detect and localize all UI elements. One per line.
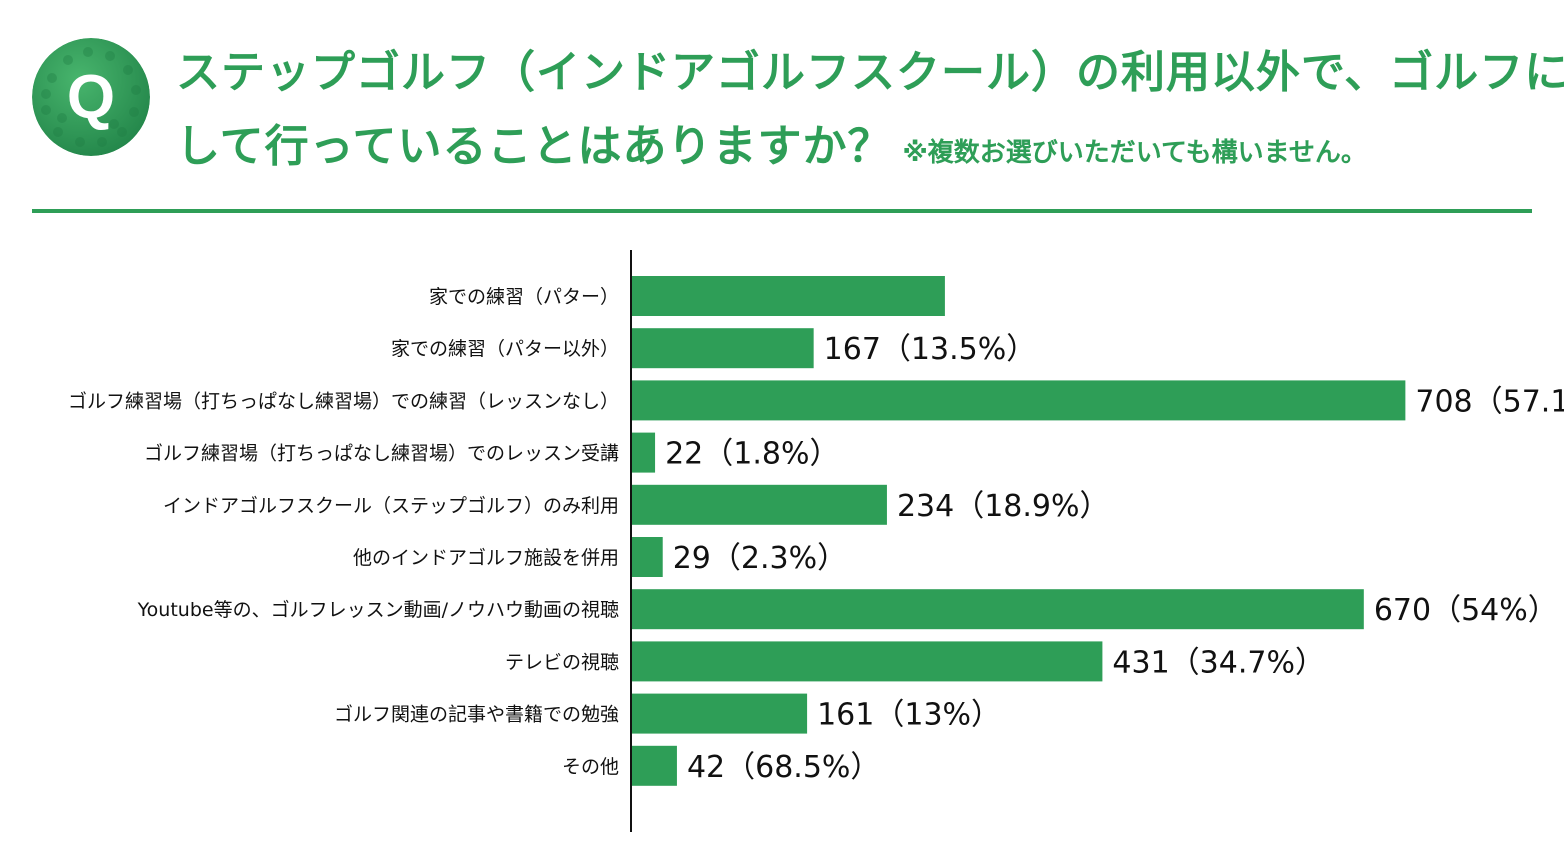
value-label-2: 167（13.5%） [824, 332, 1037, 367]
bar-10 [631, 745, 677, 786]
bar-9 [631, 693, 808, 734]
value-label-6: 29（2.3%） [673, 541, 847, 576]
category-labels-group: 家での練習（パター） 家での練習（パター以外） ゴルフ練習場（打ちっぱなし練習場）で… [68, 286, 619, 778]
bar-3 [631, 380, 1406, 421]
header-divider [32, 209, 1532, 213]
bar-8 [631, 641, 1103, 682]
question-title-line2: して行っていることはありますか？ [176, 121, 893, 172]
golf-ball-icon: Q [32, 38, 150, 156]
category-label-1: 家での練習（パター） [429, 286, 619, 308]
bar-5 [631, 484, 887, 525]
category-label-8: テレビの視聴 [505, 651, 619, 673]
bar-4 [631, 432, 656, 473]
category-label-2: 家での練習（パター以外） [391, 338, 619, 360]
question-title-line2-row: して行っていることはありますか？ ※複数お選びいただいても構いません。 [176, 110, 1367, 174]
badge-letter: Q [67, 63, 115, 132]
value-label-3: 708（57.1%） [1415, 384, 1564, 419]
category-label-4: ゴルフ練習場（打ちっぱなし練習場）でのレッスン受講 [144, 443, 619, 465]
category-label-7: Youtube等の、ゴルフレッスン動画/ノウハウ動画の視聴 [137, 599, 619, 621]
question-title-line1: ステップゴルフ（インドアゴルフスクール）の利用以外で、ゴルフに関 [176, 47, 1564, 98]
bar-2 [631, 328, 814, 369]
bar-7 [631, 589, 1364, 630]
value-label-7: 670（54%） [1374, 593, 1558, 628]
question-header: Q ステップゴルフ（インドアゴルフスクール）の利用以外で、ゴルフに関 して行って… [0, 0, 1564, 220]
category-label-3: ゴルフ練習場（打ちっぱなし練習場）での練習（レッスンなし） [68, 390, 619, 412]
bar-1 [631, 276, 945, 316]
category-label-6: 他のインドアゴルフ施設を併用 [353, 547, 619, 569]
bar-6 [631, 537, 663, 577]
category-label-10: その他 [562, 756, 619, 778]
value-label-4: 22（1.8%） [665, 437, 839, 472]
value-label-8: 431（34.7%） [1112, 645, 1325, 680]
bar-chart: 家での練習（パター） 家での練習（パター以外） ゴルフ練習場（打ちっぱなし練習場）で… [68, 250, 1564, 832]
category-label-5: インドアゴルフスクール（ステップゴルフ）のみ利用 [163, 495, 619, 517]
value-label-9: 161（13%） [817, 698, 1001, 733]
category-label-9: ゴルフ関連の記事や書籍での勉強 [334, 704, 619, 726]
value-label-5: 234（18.9%） [897, 489, 1110, 524]
value-labels-group: 167（13.5%） 708（57.1%） 22（1.8%） 234（18.9%） 29… [665, 332, 1564, 785]
value-label-10: 42（68.5%） [687, 750, 880, 785]
multiple-choice-note: ※複数お選びいただいても構いません。 [902, 138, 1367, 168]
golf-ball-q-badge: Q [32, 38, 150, 156]
bars-group [631, 276, 1406, 786]
